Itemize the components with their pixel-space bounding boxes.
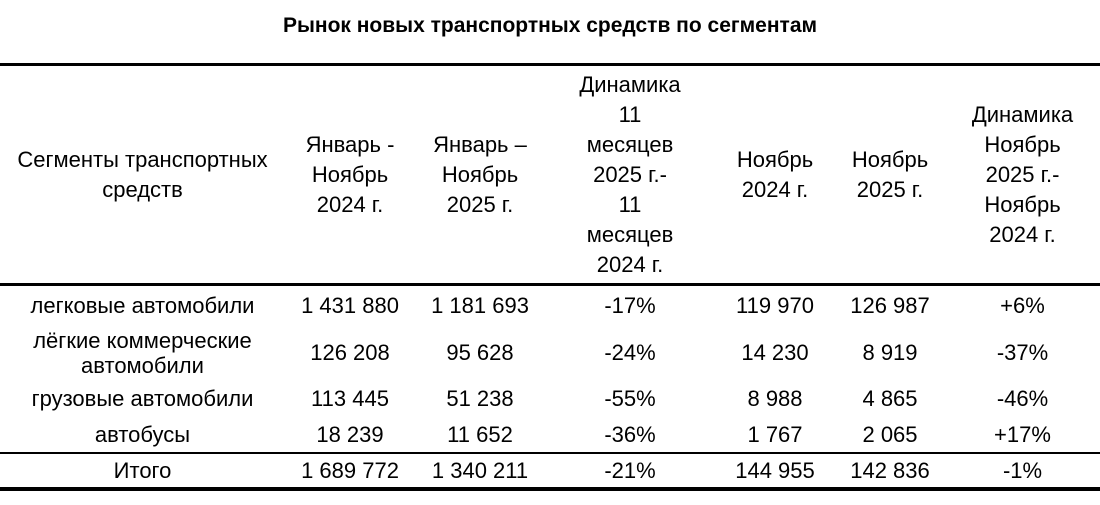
- value-cell-dynamics-11m: -24%: [604, 340, 656, 365]
- column-header-dynamics-11m: Динамика 11 месяцев 2025 г.- 11 месяцев …: [545, 64, 715, 286]
- table-title: Рынок новых транспортных средств по сегм…: [282, 14, 818, 37]
- total-cell-jan-nov-2024: 1 689 772: [285, 451, 415, 491]
- total-cell-dynamics-nov: -1%: [945, 451, 1100, 491]
- value-cell-dynamics-nov: -37%: [996, 340, 1049, 365]
- value-cell-dynamics-11m: -55%: [604, 386, 656, 411]
- value-cell-nov-2024: 8 988: [747, 386, 803, 411]
- value-cell-dynamics-nov: +6%: [1000, 292, 1045, 318]
- value-cell-nov-2025: 126 987: [850, 292, 930, 318]
- value-cell-dynamics-11m: -17%: [604, 292, 656, 318]
- total-cell-nov-2024: 144 955: [715, 451, 835, 491]
- value-cell-jan-nov-2024: 113 445: [311, 386, 389, 411]
- table-row-buses: автобусы 18 239 11 652 -36% 1 767 2 065 …: [0, 417, 1100, 453]
- vehicle-market-table: Сегменты транспортных средств Январь - Н…: [0, 63, 1100, 491]
- column-header-jan-nov-2025: Январь – Ноябрь 2025 г.: [415, 64, 545, 286]
- table-row-passenger-cars: легковые автомобили 1 431 880 1 181 693 …: [0, 285, 1100, 325]
- value-cell-dynamics-nov: -46%: [996, 386, 1049, 411]
- value-cell-nov-2025: 4 865: [862, 386, 918, 411]
- value-cell-jan-nov-2024: 18 239: [316, 421, 384, 447]
- column-header-jan-nov-2024: Январь - Ноябрь 2024 г.: [285, 64, 415, 286]
- segment-cell: легковые автомобили: [30, 292, 255, 318]
- value-cell-jan-nov-2025: 11 652: [447, 421, 513, 447]
- total-label: Итого: [0, 451, 285, 491]
- value-cell-nov-2024: 1 767: [747, 421, 803, 447]
- total-cell-dynamics-11m: -21%: [545, 451, 715, 491]
- segment-cell: автобусы: [94, 421, 191, 447]
- total-cell-jan-nov-2025: 1 340 211: [415, 451, 545, 491]
- value-cell-jan-nov-2025: 51 238: [446, 386, 514, 411]
- value-cell-dynamics-11m: -36%: [604, 421, 656, 447]
- value-cell-nov-2025: 8 919: [862, 340, 918, 365]
- value-cell-nov-2025: 2 065: [862, 421, 918, 447]
- header-row: Сегменты транспортных средств Январь - Н…: [0, 64, 1100, 286]
- total-cell-nov-2025: 142 836: [835, 451, 945, 491]
- value-cell-nov-2024: 119 970: [736, 292, 814, 318]
- value-cell-nov-2024: 14 230: [741, 340, 809, 365]
- table-row-total: Итого 1 689 772 1 340 211 -21% 144 955 1…: [0, 451, 1100, 491]
- column-header-segments: Сегменты транспортных средств: [0, 64, 285, 286]
- segment-cell: лёгкие коммерческие автомобили: [33, 327, 252, 378]
- column-header-nov-2024: Ноябрь 2024 г.: [715, 64, 835, 286]
- value-cell-jan-nov-2025: 95 628: [446, 340, 514, 365]
- segment-cell: грузовые автомобили: [31, 386, 254, 411]
- value-cell-jan-nov-2024: 1 431 880: [301, 292, 399, 318]
- value-cell-dynamics-nov: +17%: [994, 421, 1051, 447]
- column-header-dynamics-nov: Динамика Ноябрь 2025 г.- Ноябрь 2024 г.: [945, 64, 1100, 286]
- value-cell-jan-nov-2025: 1 181 693: [431, 292, 529, 318]
- value-cell-jan-nov-2024: 126 208: [310, 340, 390, 365]
- column-header-nov-2025: Ноябрь 2025 г.: [835, 64, 945, 286]
- table-row-trucks: грузовые автомобили 113 445 51 238 -55% …: [0, 381, 1100, 417]
- table-row-light-commercial: лёгкие коммерческие автомобили 126 208 9…: [0, 325, 1100, 381]
